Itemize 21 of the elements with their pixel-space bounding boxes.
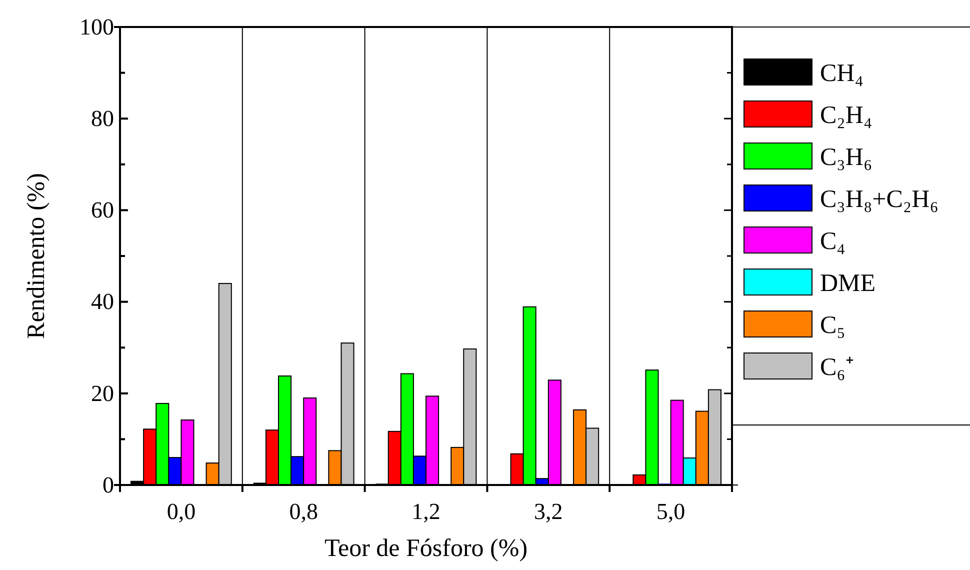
y-tick-label: 40 [91,289,114,314]
y-tick-label: 80 [91,106,114,131]
y-tick-label: 60 [91,198,114,223]
x-tick-label: 5,0 [656,499,686,524]
legend-label: CH₄ [820,60,864,87]
x-tick-label: 3,2 [534,499,563,524]
y-tick-label: 0 [102,472,114,498]
legend-label: C₃H₆ [820,144,872,171]
legend-label: C₄ [820,228,846,255]
x-tick-label: 0,8 [289,499,318,524]
legend-label: C₆⁺ [820,354,854,381]
y-axis-title: Rendimento (%) [23,173,50,339]
y-tick-label: 100 [80,14,114,40]
legend-label: C₃H₈+C₂H₆ [820,186,938,213]
legend-label: C₅ [820,312,846,339]
x-tick-label: 1,2 [412,499,440,524]
x-axis-title: Teor de Fósforo (%) [324,535,528,562]
legend-label: C₂H₄ [820,102,872,129]
y-tick-label: 20 [91,380,114,406]
legend-label: DME [820,270,876,297]
x-tick-label: 0,0 [166,499,196,524]
